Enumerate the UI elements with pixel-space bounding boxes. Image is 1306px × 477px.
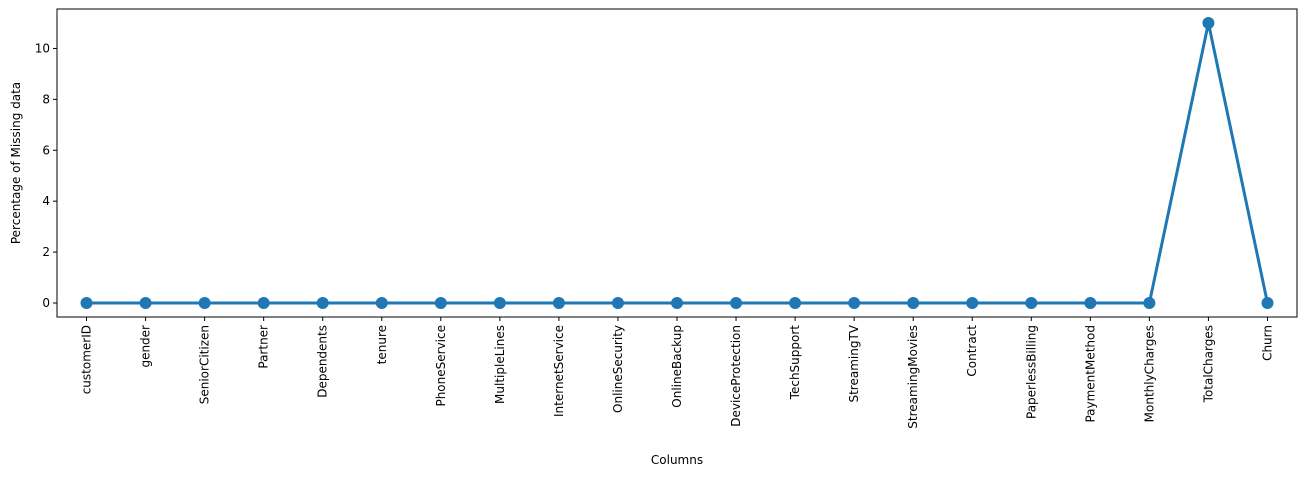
data-point bbox=[730, 297, 743, 309]
plot-area bbox=[56, 8, 1298, 318]
data-point bbox=[907, 297, 920, 309]
data-point bbox=[493, 297, 506, 309]
data-point bbox=[139, 297, 152, 309]
x-tick-label: PaymentMethod bbox=[1083, 325, 1097, 423]
data-point bbox=[316, 297, 329, 309]
data-point bbox=[1202, 17, 1215, 29]
x-tick-label: Contract bbox=[965, 325, 979, 377]
x-axis-label: Columns bbox=[651, 453, 703, 467]
x-tick-label: OnlineBackup bbox=[670, 325, 684, 408]
x-tick-label: MultipleLines bbox=[493, 325, 507, 404]
x-tick-label: gender bbox=[139, 325, 153, 368]
x-tick-label: InternetService bbox=[552, 325, 566, 417]
data-point bbox=[966, 297, 979, 309]
data-point bbox=[257, 297, 270, 309]
data-point bbox=[789, 297, 802, 309]
x-tick-label: SeniorCitizen bbox=[198, 325, 212, 404]
x-tick-label: MonthlyCharges bbox=[1142, 325, 1156, 422]
y-tick-label: 2 bbox=[42, 245, 50, 259]
data-point bbox=[1261, 297, 1274, 309]
x-axis-ticks: customerID gender SeniorCitizen Partner Depe… bbox=[80, 317, 1274, 429]
y-tick-label: 10 bbox=[35, 41, 50, 55]
x-tick-label: DeviceProtection bbox=[729, 325, 743, 427]
y-tick-label: 4 bbox=[42, 194, 50, 208]
x-tick-label: Dependents bbox=[316, 325, 330, 398]
x-tick-label: StreamingMovies bbox=[906, 325, 920, 429]
data-point bbox=[1084, 297, 1097, 309]
data-point bbox=[1143, 297, 1156, 309]
x-tick-label: PhoneService bbox=[434, 325, 448, 407]
x-tick-label: customerID bbox=[80, 325, 94, 394]
y-tick-label: 0 bbox=[42, 296, 50, 310]
data-point bbox=[80, 297, 93, 309]
x-tick-label: Partner bbox=[257, 325, 271, 369]
y-axis-ticks: 0 2 4 6 8 10 bbox=[35, 41, 57, 310]
x-tick-label: OnlineSecurity bbox=[611, 325, 625, 413]
data-point bbox=[848, 297, 861, 309]
data-point bbox=[552, 297, 565, 309]
series bbox=[80, 17, 1274, 309]
x-tick-label: tenure bbox=[375, 325, 389, 364]
data-point bbox=[671, 297, 683, 309]
data-point bbox=[198, 297, 211, 309]
y-axis-label: Percentage of Missing data bbox=[9, 82, 23, 244]
x-tick-label: TechSupport bbox=[788, 325, 802, 401]
data-point bbox=[611, 297, 624, 309]
x-tick-label: PaperlessBilling bbox=[1024, 325, 1038, 419]
x-tick-label: Churn bbox=[1260, 325, 1274, 361]
data-point bbox=[1025, 297, 1038, 309]
y-tick-label: 6 bbox=[42, 143, 50, 157]
x-tick-label: TotalCharges bbox=[1201, 325, 1215, 403]
x-tick-label: StreamingTV bbox=[847, 324, 861, 402]
y-tick-label: 8 bbox=[42, 92, 50, 106]
data-point bbox=[434, 297, 447, 309]
data-point bbox=[375, 297, 388, 309]
